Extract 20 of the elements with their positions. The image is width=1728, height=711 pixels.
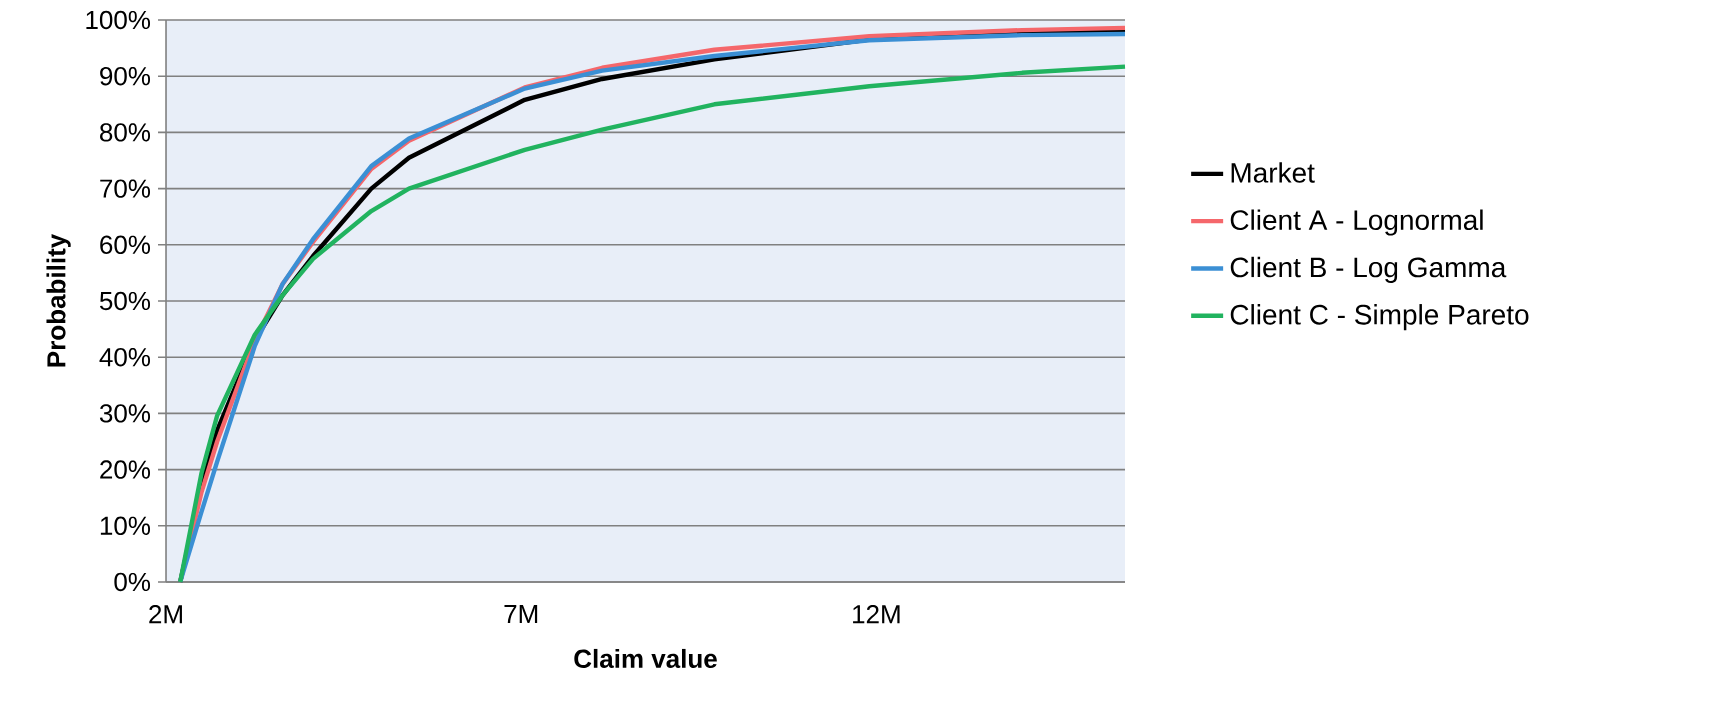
legend-label: Client C - Simple Pareto [1230, 304, 1529, 331]
y-tick-label: 90% [100, 66, 151, 86]
y-tick-label: 30% [99, 404, 151, 423]
y-tick-label: 20% [100, 460, 151, 479]
y-tick-label: 40% [99, 347, 151, 367]
y-tick-label: 60% [100, 235, 151, 254]
legend-label: Market [1231, 162, 1315, 183]
x-tick-label: 2M [149, 605, 182, 624]
legend-label: Client B - Log Gamma [1230, 256, 1507, 283]
y-tick-label: 0% [114, 572, 151, 592]
x-axis-title: Claim value [574, 648, 717, 669]
y-tick-label: 100% [86, 10, 151, 30]
legend-label: Client A - Lognormal [1230, 209, 1483, 236]
y-tick-label: 50% [99, 291, 151, 311]
y-tick-label: 10% [100, 516, 151, 535]
y-tick-label: 80% [100, 123, 151, 142]
y-tick-label: 70% [100, 179, 151, 198]
y-axis-title: Probability [46, 233, 71, 367]
x-tick-label: 7M [504, 605, 538, 623]
x-tick-label: 12M [853, 605, 900, 624]
